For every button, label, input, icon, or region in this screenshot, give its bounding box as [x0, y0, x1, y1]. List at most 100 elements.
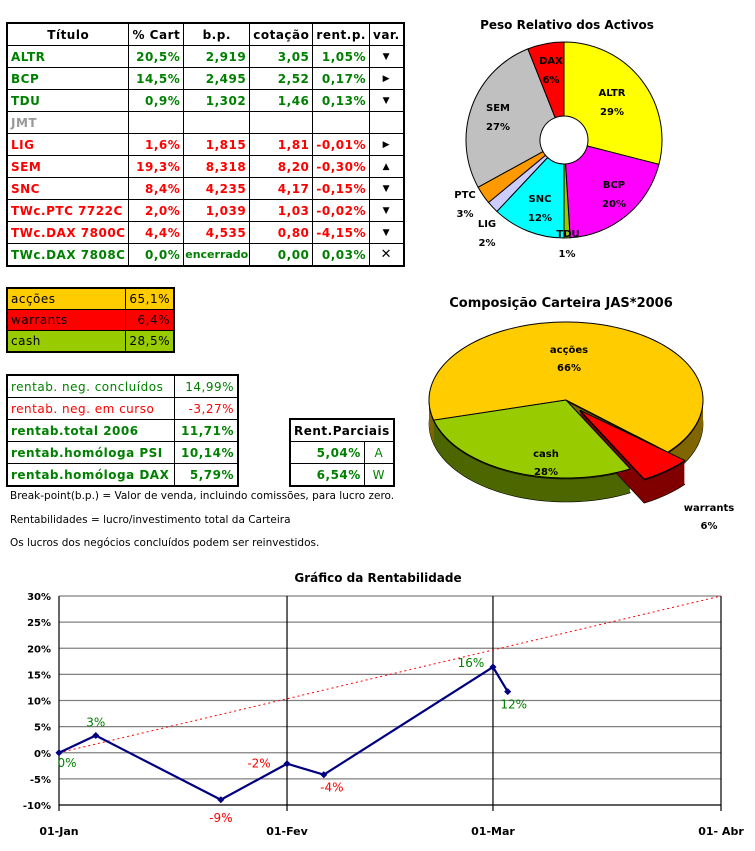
note-break-point: Break-point(b.p.) = Valor de venda, incl…: [10, 490, 395, 502]
break-point-cell: 1,302: [183, 89, 251, 112]
table-row: SNC 8,4% 4,235 4,17 -0,15% ▼: [6, 177, 405, 200]
ticker-cell: TWc.DAX 7800C: [6, 221, 130, 244]
data-label: 3%: [86, 716, 105, 730]
slice-pct-label: 66%: [557, 363, 581, 374]
partial-value: 6,54%: [289, 463, 365, 487]
partial-row: 6,54% W: [289, 463, 395, 487]
partial-code: A: [363, 441, 395, 464]
table-row: BCP 14,5% 2,495 2,52 0,17% ▶: [6, 67, 405, 90]
data-point-marker: [55, 749, 63, 757]
data-label: 16%: [458, 656, 485, 670]
return-label: rentab.homóloga PSI: [6, 441, 175, 464]
y-tick-label: 20%: [27, 644, 51, 655]
slice-dax: [527, 41, 565, 119]
partial-return-cell: 1,05%: [312, 45, 371, 68]
asset-weight-doughnut: ALTR 29% BCP 20% TDU 1% SNC 12% LIG 2% PTC 3% SEM 27%…: [454, 41, 663, 260]
column-header: % Cart: [128, 22, 185, 46]
slice-pct-label: 6%: [701, 521, 718, 532]
partial-row: 5,04% A: [289, 441, 395, 464]
data-label: 12%: [500, 698, 527, 712]
portfolio-pct-cell: 20,5%: [128, 45, 185, 68]
data-point-marker: [217, 796, 225, 804]
y-tick-label: 25%: [27, 618, 51, 629]
return-line: [58, 665, 509, 802]
x-tick-label: 01-Jan: [39, 825, 78, 838]
pie1-title: Peso Relativo dos Activos: [480, 18, 654, 32]
allocation-row: acções 65,1%: [6, 287, 175, 310]
quote-cell: 3,05: [249, 45, 314, 68]
data-point-marker: [92, 731, 100, 740]
allocation-label: cash: [6, 330, 127, 353]
y-tick-label: 0%: [34, 749, 51, 760]
return-row: rentab.total 2006 11,71%: [6, 419, 239, 442]
slice-pct-label: 3%: [457, 209, 474, 220]
slice-label: SNC: [529, 194, 552, 205]
quote-cell: 0,00: [249, 243, 314, 267]
allocation-row: warrants 6,4%: [6, 309, 175, 331]
slice-cash: [432, 399, 632, 479]
slice-label: ALTR: [599, 88, 626, 99]
partial-return-cell: -4,15%: [312, 221, 371, 244]
ticker-cell: JMT: [6, 111, 130, 134]
portfolio-pct-cell: 0,0%: [128, 243, 185, 267]
slice-acções: [428, 321, 704, 453]
quote-cell: 2,52: [249, 67, 314, 90]
y-tick-label: 15%: [27, 670, 51, 681]
return-value: 5,79%: [174, 463, 239, 487]
slice-label: cash: [533, 449, 559, 460]
x-tick-label: 01-Fev: [266, 825, 308, 838]
quote-cell: 1,81: [249, 133, 314, 156]
note-rentabilidades: Rentabilidades = lucro/investimento tota…: [10, 514, 291, 526]
table-row: TWc.PTC 7722C 2,0% 1,039 1,03 -0,02% ▼: [6, 199, 405, 222]
slice-label: warrants: [684, 503, 734, 514]
data-point-marker: [504, 688, 512, 696]
y-tick-label: -10%: [23, 801, 51, 812]
slice-pct-label: 29%: [600, 107, 624, 118]
return-value: 11,71%: [174, 419, 239, 442]
partial-value: 5,04%: [289, 441, 365, 464]
slice-sem: [465, 48, 556, 188]
y-tick-label: -5%: [30, 775, 51, 786]
partial-code: W: [363, 463, 395, 487]
return-label: rentab. neg. em curso: [6, 397, 175, 420]
data-point-marker: [489, 663, 497, 671]
partial-returns-table: Rent.Parciais 5,04% A 6,54% W: [289, 418, 395, 487]
return-row: rentab.homóloga PSI 10,14%: [6, 441, 239, 464]
allocation-row: cash 28,5%: [6, 330, 175, 353]
data-point-marker: [320, 771, 328, 779]
line-chart-title: Gráfico da Rentabilidade: [294, 571, 461, 585]
data-label: -2%: [247, 757, 270, 771]
table-row: TWc.DAX 7800C 4,4% 4,535 0,80 -4,15% ▼: [6, 221, 405, 244]
target-line: [58, 595, 722, 754]
slice-label: DAX: [539, 56, 563, 67]
slice-pct-label: 12%: [528, 213, 552, 224]
column-header: var.: [369, 22, 405, 46]
table-row: ALTR 20,5% 2,919 3,05 1,05% ▼: [6, 45, 405, 68]
slice-pct-label: 6%: [543, 75, 560, 86]
table-row: TWc.DAX 7808C 0,0% encerrado 0,00 0,03% ✕: [6, 243, 405, 267]
column-header: rent.p.: [312, 22, 371, 46]
slice-label: PTC: [454, 190, 476, 201]
break-point-cell: 4,535: [183, 221, 251, 244]
slice-label: acções: [550, 345, 588, 356]
y-tick-label: 10%: [27, 697, 51, 708]
x-tick-label: 01-Mar: [471, 825, 515, 838]
data-point-marker: [283, 760, 291, 768]
pie2-title: Composição Carteira JAS*2006: [449, 296, 673, 311]
table-row: SEM 19,3% 8,318 8,20 -0,30% ▲: [6, 155, 405, 178]
return-value: 10,14%: [174, 441, 239, 464]
slice-label: SEM: [486, 103, 510, 114]
ticker-cell: BCP: [6, 67, 130, 90]
slice-pct-label: 28%: [534, 467, 558, 478]
x-tick-label: 01- Abr: [698, 825, 744, 838]
note-lucros: Os lucros dos negócios concluídos podem …: [10, 537, 320, 549]
allocation-label: warrants: [6, 309, 127, 331]
slice-pct-label: 27%: [486, 122, 510, 133]
slice-label: BCP: [603, 180, 625, 191]
partial-return-cell: 0,03%: [312, 243, 371, 267]
partial-return-cell: 0,17%: [312, 67, 371, 90]
portfolio-composition-pie: acções 66% cash 28% warrants 6%: [428, 321, 734, 532]
allocation-value: 65,1%: [125, 287, 175, 310]
